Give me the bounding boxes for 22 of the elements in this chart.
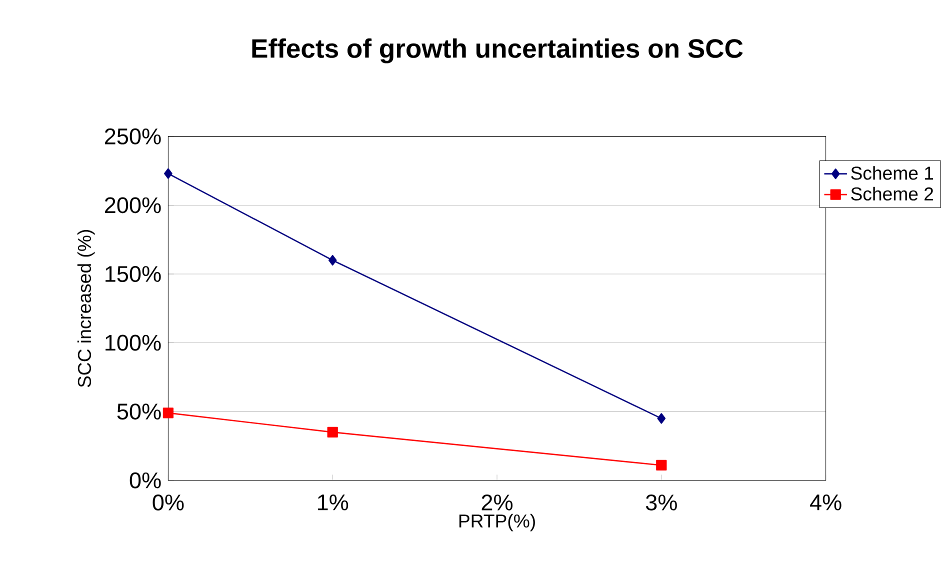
point [328,255,337,266]
y-axis-title: SCC increased (%) [77,230,95,388]
y-tick-label: 0% [130,472,161,488]
x-tick-label: 4% [810,494,842,510]
point [327,426,338,438]
legend-label: Scheme 2 [851,186,934,201]
x-tick-label: 2% [482,494,513,510]
x-tick-label: 0% [152,494,184,511]
y-tick-label: 200% [105,197,161,214]
point [657,413,666,424]
x-tick-label: 3% [646,494,677,511]
y-tick-label: 250% [105,128,161,145]
y-tick-label: 50% [117,404,161,420]
point [162,408,174,418]
point [656,460,667,471]
y-tick-label: 100% [106,334,161,351]
chart-title: Effects of growth uncertainties on SCC [252,38,743,64]
point [164,168,172,179]
y-tick-label: 150% [106,266,161,282]
legend-label: Scheme 1 [851,166,934,180]
x-axis-title: PRTP(%) [459,514,535,532]
x-tick-label: 1% [318,494,348,510]
